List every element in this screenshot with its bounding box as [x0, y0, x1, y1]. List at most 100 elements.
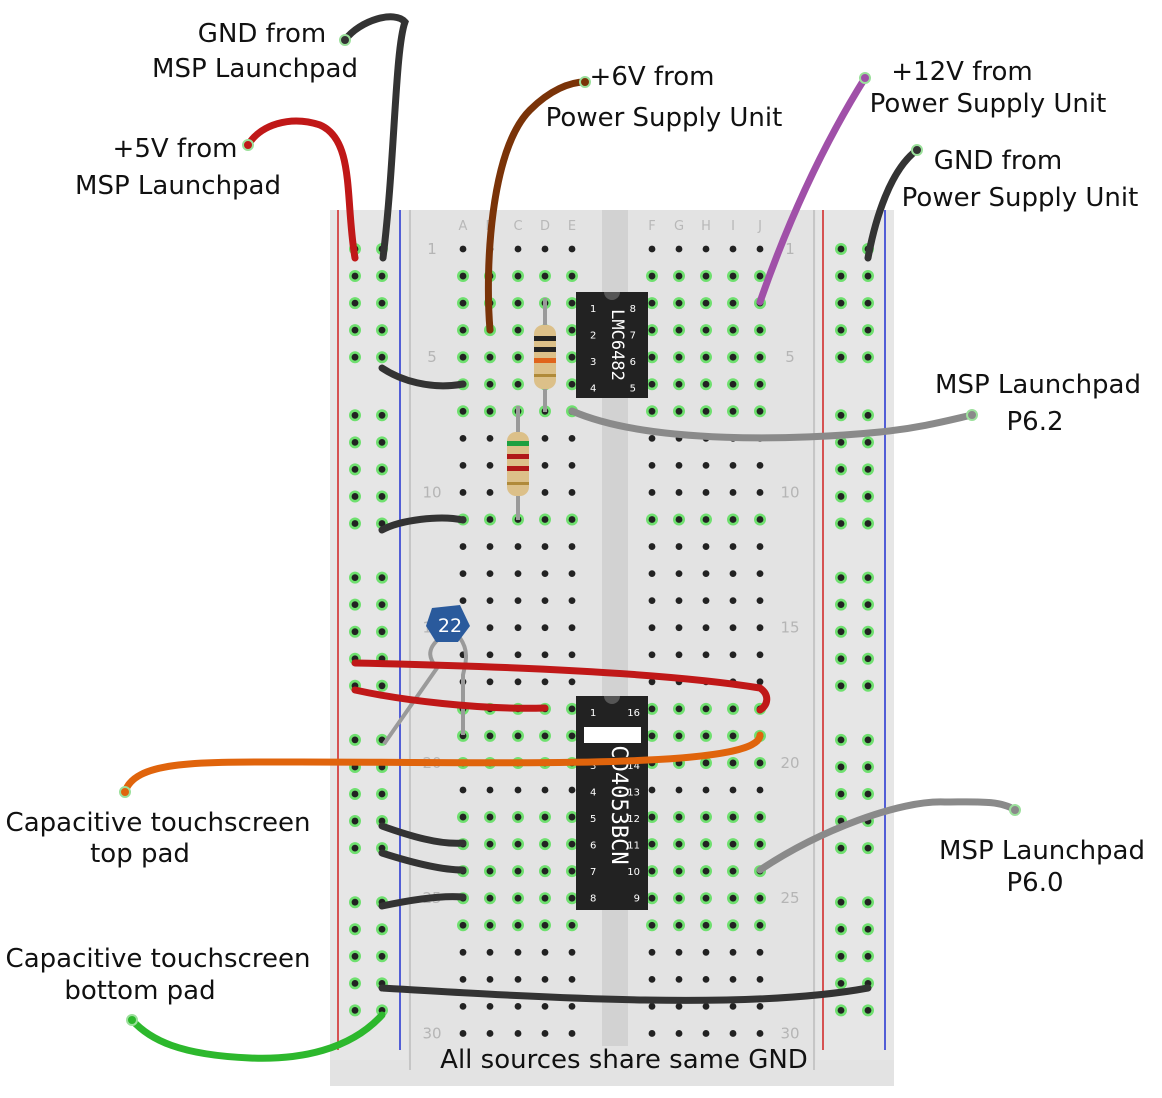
hole	[756, 975, 764, 983]
hole	[648, 462, 656, 469]
wire-end	[242, 139, 254, 151]
hole	[541, 813, 549, 821]
hole	[702, 353, 710, 361]
hole	[514, 326, 522, 334]
hole	[864, 574, 872, 581]
wire-end	[966, 409, 978, 421]
hole	[729, 570, 737, 577]
hole	[648, 407, 656, 415]
hole	[729, 245, 737, 253]
hole	[568, 597, 576, 605]
hole	[514, 272, 522, 280]
hole	[541, 678, 549, 686]
wire-msp-p60	[756, 798, 1019, 874]
hole	[756, 597, 764, 605]
hole	[459, 489, 467, 496]
capacitor-value: 22	[438, 615, 462, 637]
hole	[351, 493, 359, 500]
hole	[756, 1030, 764, 1037]
hole	[648, 651, 656, 659]
hole	[729, 489, 737, 496]
hole	[837, 655, 845, 663]
hole	[568, 353, 576, 361]
hole	[837, 411, 845, 419]
hole	[351, 272, 359, 280]
hole	[702, 651, 710, 659]
hole	[351, 925, 359, 933]
row-number: 10	[780, 483, 799, 501]
hole	[514, 299, 522, 307]
hole	[541, 543, 549, 550]
label-msp-p60-1: MSP Launchpad	[939, 836, 1145, 866]
row-number: 20	[780, 754, 799, 772]
hole	[756, 624, 764, 632]
wires	[121, 13, 1019, 1062]
hole	[459, 813, 467, 821]
hole	[864, 736, 872, 744]
hole	[541, 624, 549, 632]
hole	[837, 763, 845, 771]
hole	[729, 272, 737, 280]
hole	[568, 786, 576, 794]
hole	[756, 813, 764, 821]
hole	[459, 407, 467, 415]
hole	[378, 682, 386, 690]
hole	[568, 840, 576, 848]
hole	[729, 921, 737, 929]
chip-pin-number: 5	[590, 814, 596, 825]
chip-pin-number: 4	[590, 384, 596, 395]
hole	[351, 299, 359, 307]
hole	[351, 466, 359, 473]
breadboard-holes	[349, 243, 874, 1037]
label-12v-psu-1: +12V from	[891, 57, 1032, 87]
hole	[729, 299, 737, 307]
hole	[514, 813, 522, 821]
hole	[486, 678, 494, 686]
hole	[729, 651, 737, 659]
column-letter: D	[540, 219, 550, 234]
hole	[568, 462, 576, 469]
hole	[837, 601, 845, 609]
hole	[837, 844, 845, 852]
hole	[864, 438, 872, 446]
hole	[864, 655, 872, 663]
hole	[756, 786, 764, 794]
hole	[568, 624, 576, 632]
chip-lmc6482: LMC6482 1 2 3 4 8 7 6 5	[576, 292, 648, 398]
hole	[675, 380, 683, 388]
hole	[756, 353, 764, 361]
hole	[648, 1030, 656, 1037]
hole	[702, 867, 710, 875]
hole	[459, 570, 467, 577]
hole	[648, 948, 656, 956]
hole	[486, 1030, 494, 1037]
hole	[648, 1003, 656, 1010]
row-number: 5	[785, 348, 795, 366]
hole	[351, 326, 359, 334]
hole	[351, 438, 359, 446]
chip-lmc6482-label: LMC6482	[607, 309, 627, 381]
hole	[351, 817, 359, 825]
hole	[702, 1003, 710, 1010]
hole	[351, 628, 359, 636]
hole	[459, 948, 467, 956]
wire-gnd-jumper-row26	[378, 893, 467, 910]
hole	[459, 299, 467, 307]
hole	[864, 763, 872, 771]
hole	[729, 813, 737, 821]
resistor-top	[534, 298, 556, 412]
hole	[729, 1003, 737, 1010]
chip-pin-number: 7	[630, 331, 636, 342]
hole	[486, 353, 494, 361]
hole	[756, 894, 764, 902]
hole	[648, 597, 656, 605]
hole	[486, 407, 494, 415]
hole	[837, 493, 845, 500]
row-number: 15	[780, 619, 799, 637]
resistor-bottom	[507, 406, 529, 520]
hole	[486, 651, 494, 659]
hole	[864, 299, 872, 307]
hole	[378, 493, 386, 500]
hole	[459, 1003, 467, 1010]
